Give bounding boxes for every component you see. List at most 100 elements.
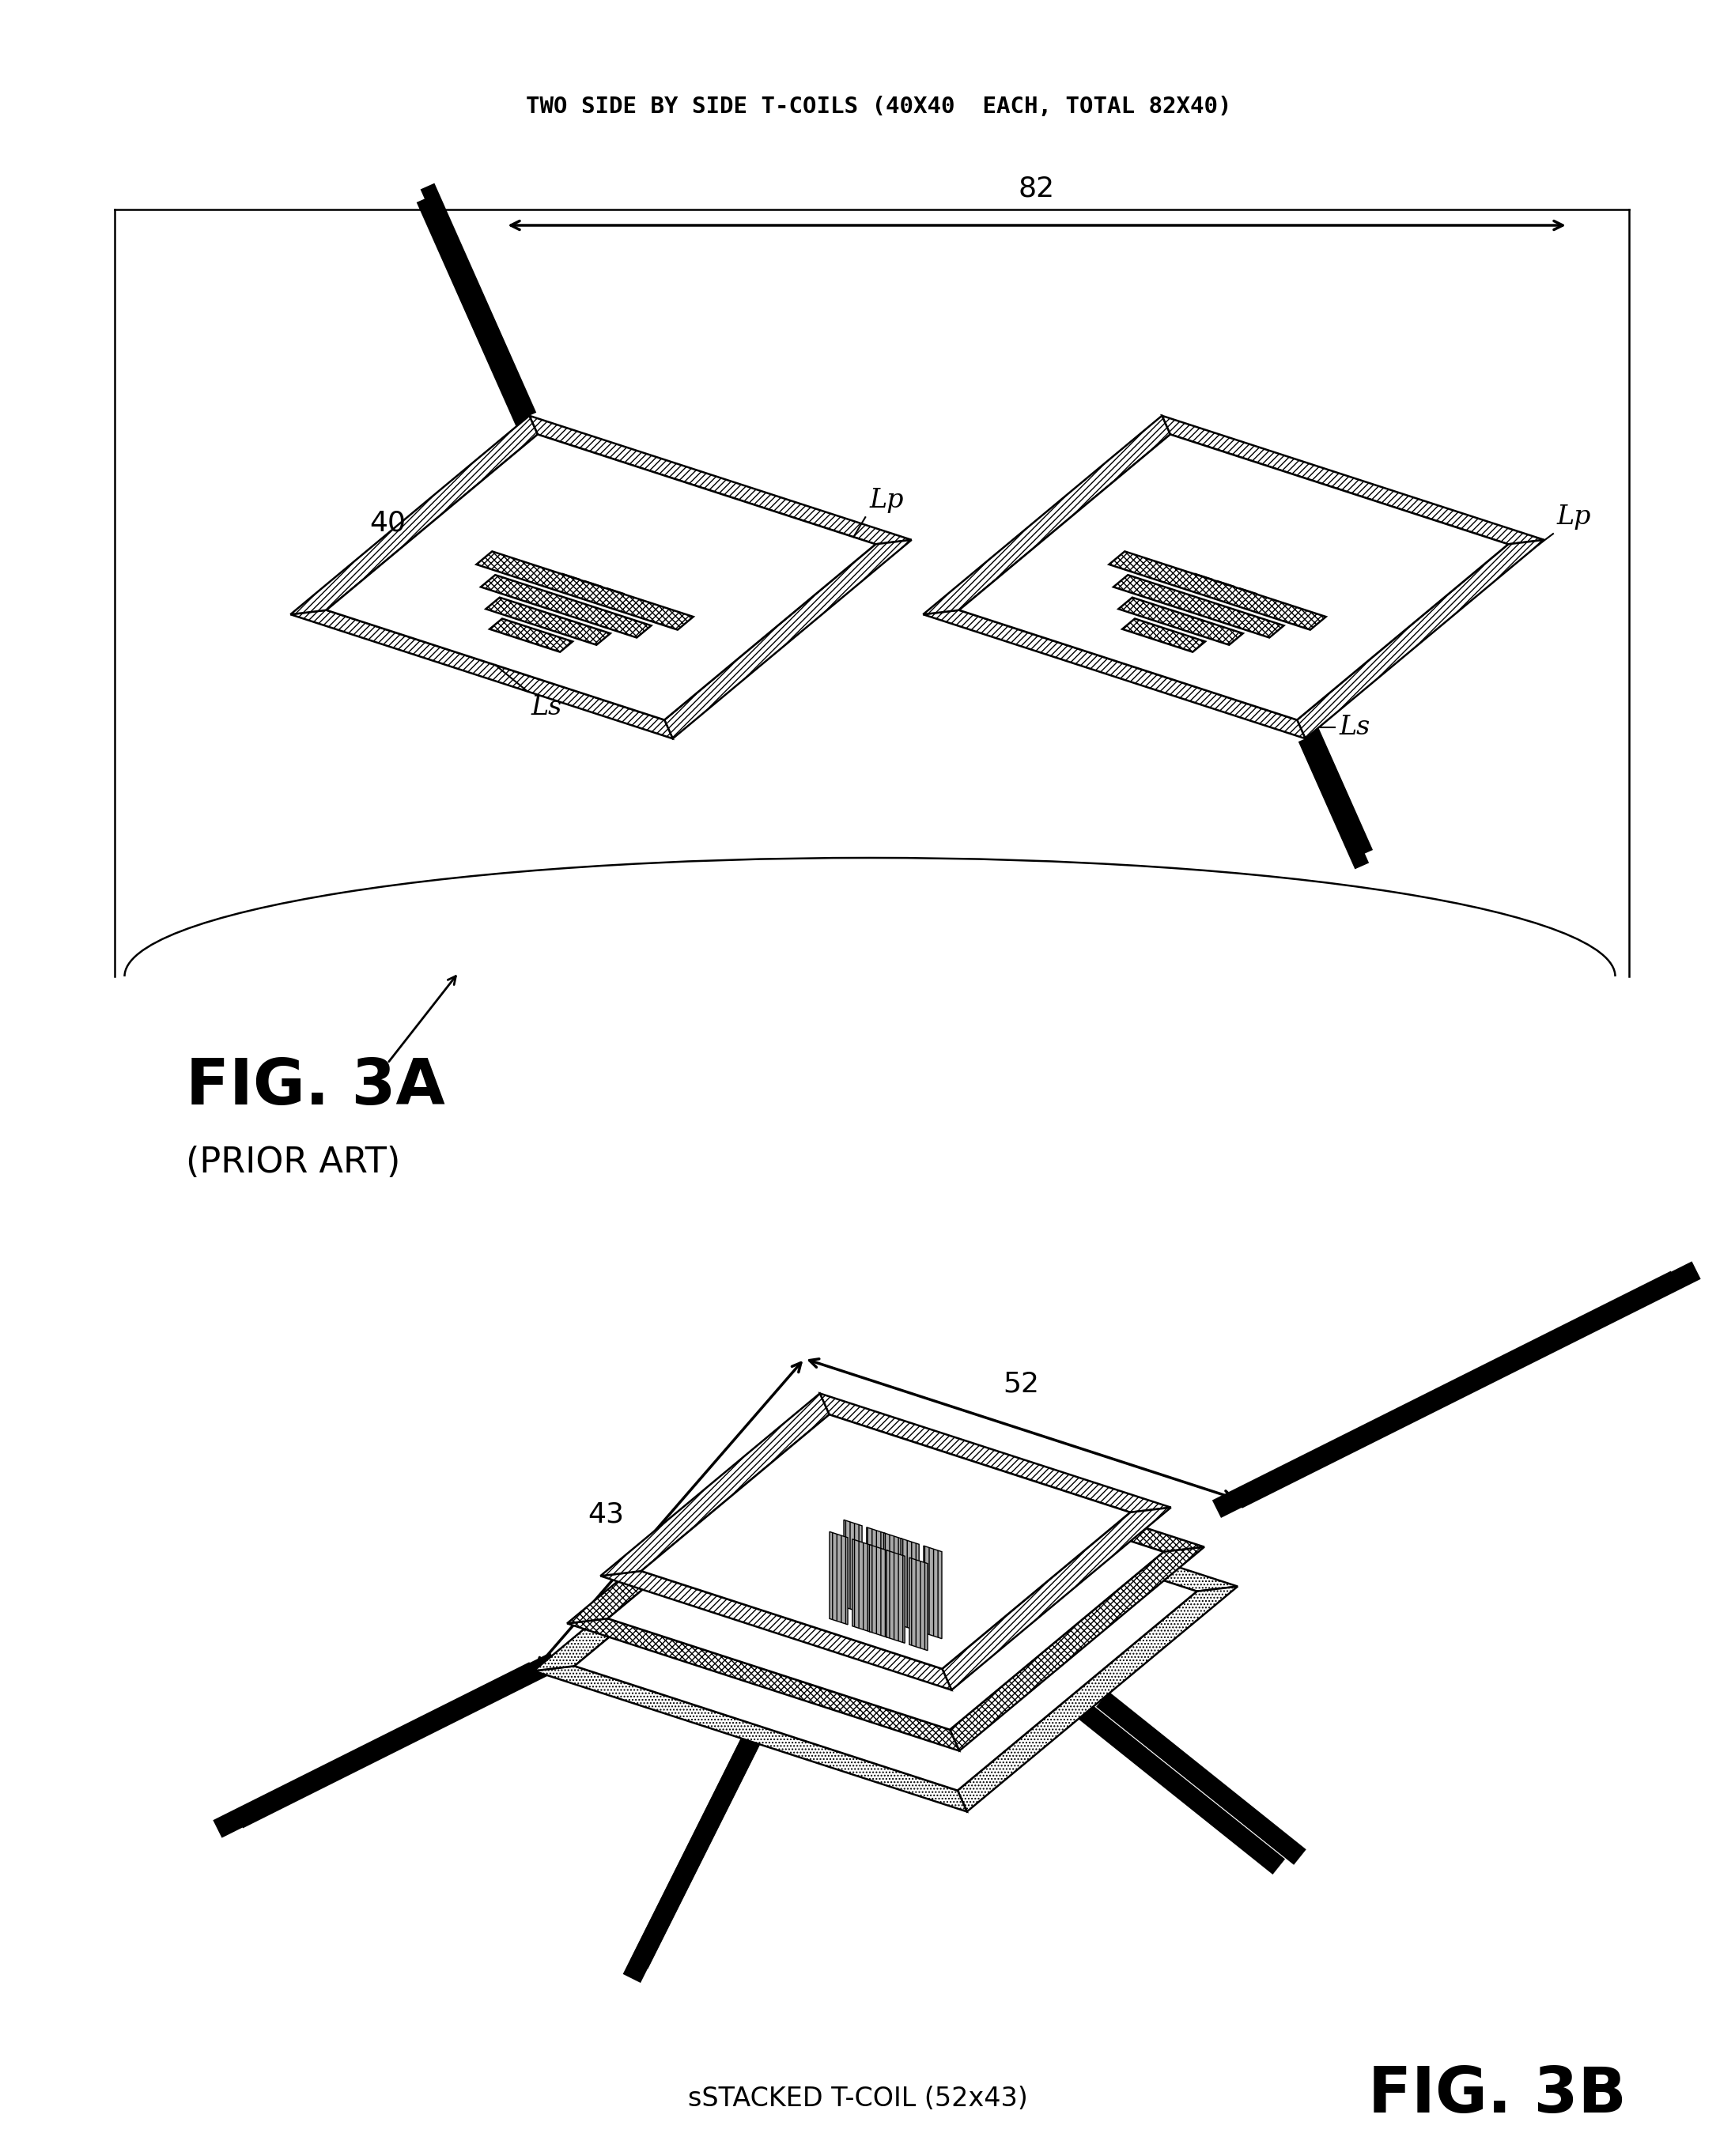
Polygon shape [541, 444, 857, 550]
Polygon shape [805, 1447, 1237, 1591]
Text: Ls: Ls [531, 694, 562, 720]
Polygon shape [656, 1509, 841, 1656]
Polygon shape [866, 1526, 885, 1619]
Polygon shape [1121, 517, 1346, 636]
Polygon shape [640, 552, 803, 683]
Polygon shape [626, 558, 750, 655]
Polygon shape [635, 1498, 1136, 1759]
Polygon shape [829, 1531, 848, 1626]
Text: 82: 82 [1018, 175, 1055, 203]
Polygon shape [642, 1414, 1129, 1669]
Polygon shape [600, 1393, 829, 1576]
Polygon shape [697, 1531, 1074, 1727]
Polygon shape [399, 597, 647, 683]
Polygon shape [628, 1611, 946, 1718]
Polygon shape [453, 591, 635, 655]
Polygon shape [763, 1479, 1008, 1606]
Polygon shape [1119, 597, 1242, 645]
Polygon shape [1109, 552, 1326, 630]
Polygon shape [1175, 444, 1490, 550]
Polygon shape [883, 1533, 902, 1626]
Polygon shape [607, 1440, 1164, 1729]
Polygon shape [1084, 591, 1268, 655]
Polygon shape [821, 1393, 1171, 1511]
Polygon shape [833, 1509, 1116, 1606]
Polygon shape [567, 500, 750, 563]
Polygon shape [923, 1546, 942, 1639]
Text: sSTACKED T-COIL (52x43): sSTACKED T-COIL (52x43) [689, 2087, 1027, 2113]
Polygon shape [1162, 416, 1544, 543]
Polygon shape [743, 1621, 954, 1699]
Polygon shape [977, 604, 1293, 711]
Text: Lp: Lp [1556, 505, 1591, 530]
Polygon shape [488, 517, 713, 636]
Polygon shape [290, 610, 673, 740]
Polygon shape [1067, 489, 1400, 664]
Polygon shape [628, 1451, 836, 1617]
Polygon shape [665, 539, 911, 740]
Polygon shape [583, 580, 602, 586]
Polygon shape [840, 1483, 1083, 1567]
Polygon shape [1239, 589, 1258, 595]
Polygon shape [399, 472, 562, 602]
Text: 52: 52 [1003, 1371, 1039, 1397]
Polygon shape [574, 1466, 1197, 1789]
Polygon shape [661, 1563, 937, 1658]
Polygon shape [489, 619, 573, 651]
Polygon shape [734, 1595, 1003, 1690]
Polygon shape [942, 1507, 1171, 1690]
Polygon shape [656, 1651, 939, 1749]
Polygon shape [567, 1419, 822, 1623]
Polygon shape [1187, 472, 1437, 556]
Polygon shape [434, 489, 767, 664]
Polygon shape [753, 1647, 906, 1705]
Polygon shape [909, 1557, 928, 1651]
Polygon shape [344, 444, 550, 608]
Polygon shape [835, 1425, 1110, 1520]
Polygon shape [1272, 552, 1437, 683]
Polygon shape [661, 1425, 843, 1570]
Text: TWO SIDE BY SIDE T-COILS (40X40  EACH, TOTAL 82X40): TWO SIDE BY SIDE T-COILS (40X40 EACH, TO… [526, 95, 1232, 119]
Polygon shape [670, 1473, 1102, 1699]
Polygon shape [326, 433, 876, 720]
Polygon shape [477, 552, 694, 630]
Polygon shape [843, 1520, 862, 1613]
Polygon shape [689, 1604, 932, 1688]
Polygon shape [562, 573, 581, 580]
Polygon shape [977, 444, 1183, 608]
Text: 40: 40 [370, 509, 406, 537]
Polygon shape [887, 1550, 904, 1643]
Text: Ls: Ls [1339, 714, 1371, 740]
Polygon shape [290, 416, 538, 614]
Polygon shape [703, 1447, 1069, 1636]
Text: Lp: Lp [869, 487, 904, 513]
Polygon shape [914, 1522, 1048, 1626]
Polygon shape [1031, 597, 1280, 683]
Polygon shape [848, 1457, 1048, 1526]
Polygon shape [1031, 472, 1195, 602]
Polygon shape [921, 1561, 1083, 1688]
Polygon shape [723, 1457, 857, 1561]
Text: FIG. 3A: FIG. 3A [186, 1056, 444, 1119]
Polygon shape [380, 461, 822, 692]
Polygon shape [949, 1548, 1204, 1751]
Polygon shape [534, 1667, 966, 1811]
Polygon shape [869, 1544, 888, 1639]
Polygon shape [486, 597, 611, 645]
Polygon shape [1013, 461, 1454, 692]
Polygon shape [1199, 500, 1383, 563]
Polygon shape [730, 1505, 1041, 1667]
Polygon shape [652, 545, 857, 711]
Polygon shape [1260, 558, 1383, 655]
Polygon shape [928, 1516, 1110, 1658]
Polygon shape [1284, 545, 1490, 711]
Polygon shape [1216, 580, 1235, 586]
Polygon shape [1114, 576, 1284, 638]
Polygon shape [900, 1539, 920, 1632]
Polygon shape [529, 416, 911, 543]
Polygon shape [1123, 619, 1206, 651]
Polygon shape [1084, 500, 1208, 595]
Polygon shape [812, 1419, 1204, 1552]
Polygon shape [595, 1658, 953, 1781]
Polygon shape [553, 472, 803, 556]
